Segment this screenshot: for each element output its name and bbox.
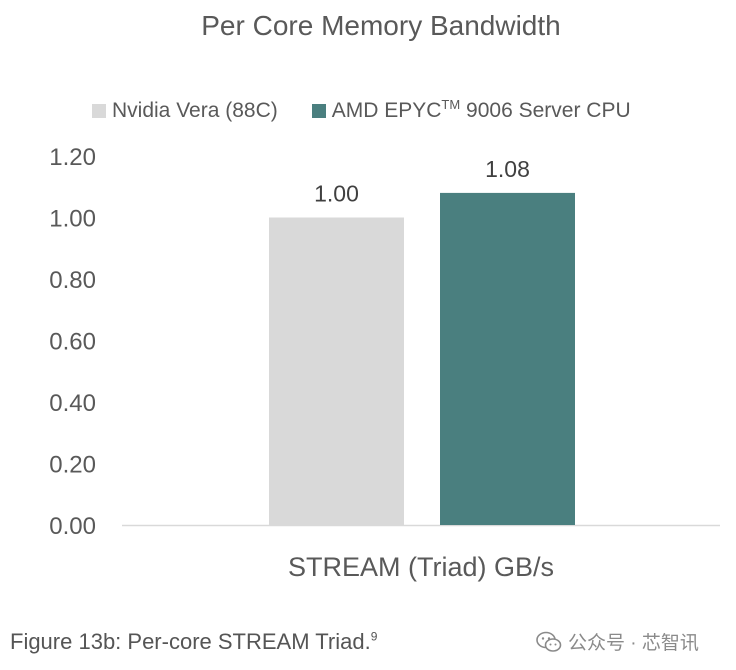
- y-tick-label: 0.80: [49, 267, 96, 294]
- figure-caption: Figure 13b: Per-core STREAM Triad.9: [10, 629, 378, 654]
- watermark: 公众号 · 芯智讯: [536, 628, 699, 655]
- y-tick-label: 1.20: [49, 144, 96, 171]
- x-category-label: STREAM (Triad) GB/s: [288, 552, 554, 582]
- bar: [269, 217, 404, 525]
- watermark-text: 公众号 · 芯智讯: [568, 633, 699, 654]
- y-tick-label: 0.20: [49, 452, 96, 479]
- y-tick-label: 0.60: [49, 329, 96, 356]
- y-tick-label: 0.00: [49, 513, 96, 540]
- legend-item-vera: Nvidia Vera (88C): [92, 99, 278, 123]
- legend-label-epyc: AMD EPYCTM 9006 Server CPU: [331, 97, 631, 122]
- legend-item-epyc: AMD EPYCTM 9006 Server CPU: [311, 97, 631, 123]
- legend-label-vera: Nvidia Vera (88C): [112, 99, 278, 122]
- y-tick-label: 1.00: [49, 206, 96, 233]
- bar: [440, 192, 575, 525]
- data-label: 1.00: [314, 181, 359, 207]
- legend-swatch-vera: [92, 104, 106, 118]
- data-label: 1.08: [485, 156, 530, 182]
- chart-legend: Nvidia Vera (88C) AMD EPYCTM 9006 Server…: [92, 97, 665, 123]
- wechat-icon: [536, 631, 562, 652]
- y-tick-label: 0.40: [49, 390, 96, 417]
- legend-swatch-epyc: [311, 104, 326, 118]
- chart-title: Per Core Memory Bandwidth: [201, 10, 561, 41]
